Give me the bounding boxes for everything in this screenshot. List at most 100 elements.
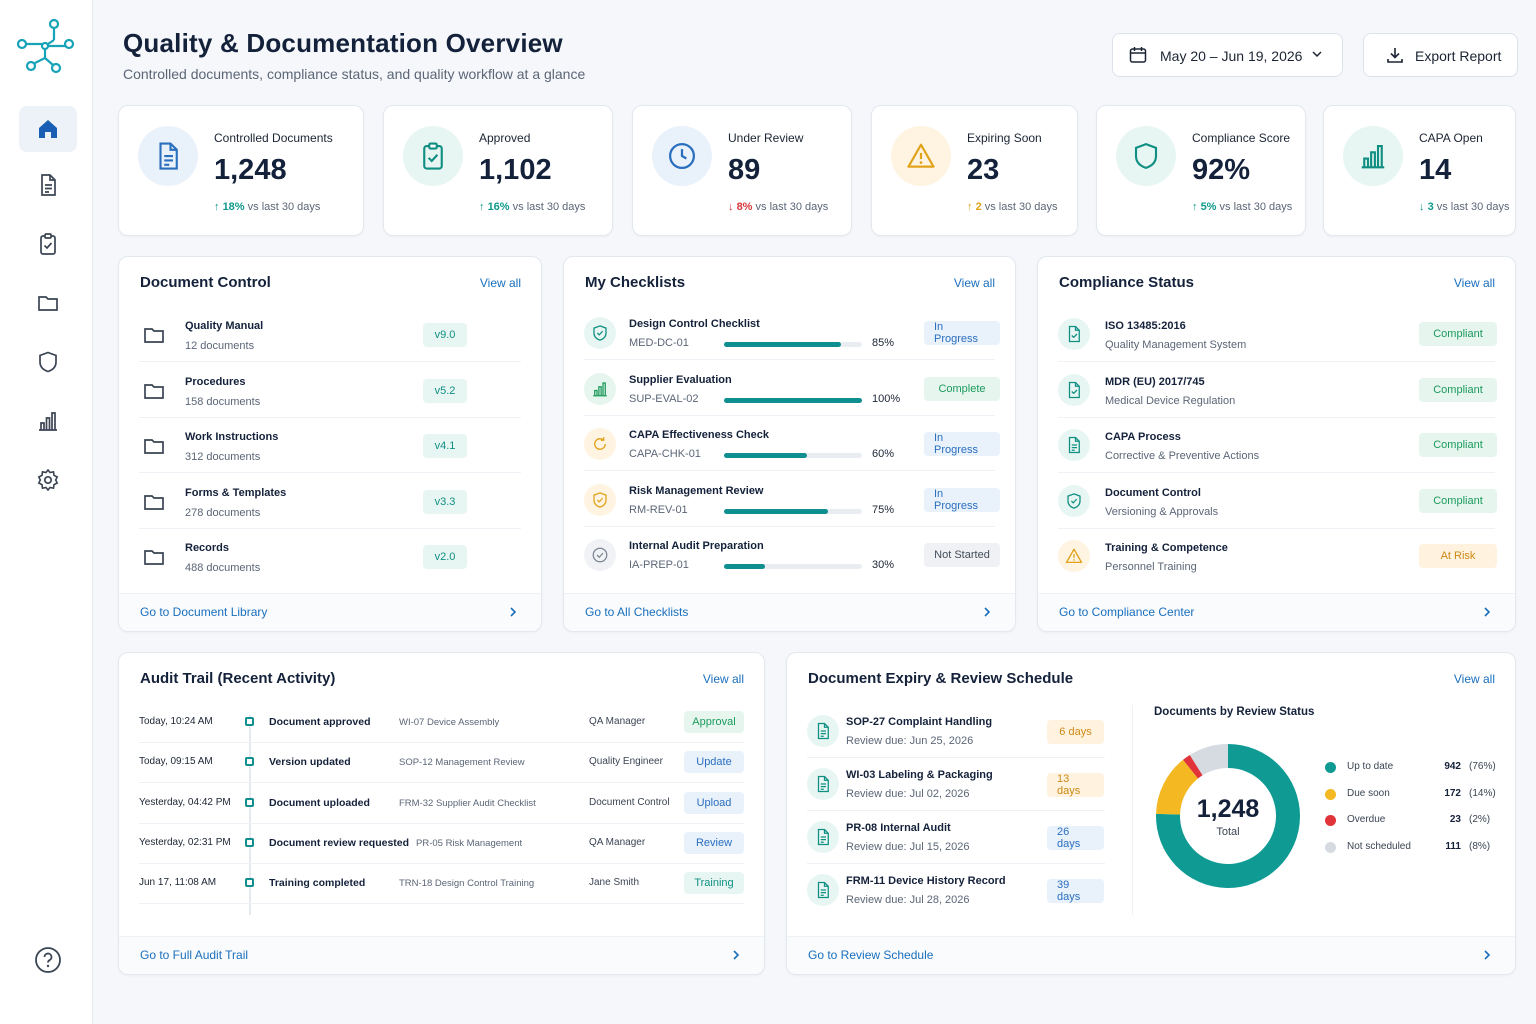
shield-check-icon bbox=[593, 325, 607, 341]
donut-total: 1,248 bbox=[1196, 795, 1260, 823]
document-icon bbox=[1068, 436, 1080, 454]
list-item[interactable]: Records 488 documents v2.0 bbox=[139, 529, 521, 584]
legend-dot bbox=[1325, 841, 1336, 853]
donut-slice-up-to-date[interactable] bbox=[1156, 744, 1300, 888]
kpi-card[interactable]: Under Review 89 ↓ 8% vs last 30 days bbox=[632, 105, 852, 236]
list-item[interactable]: Procedures 158 documents v5.2 bbox=[139, 363, 521, 418]
kpi-card[interactable]: Controlled Documents 1,248 ↑ 18% vs last… bbox=[118, 105, 364, 236]
kpi-delta: 2 bbox=[975, 201, 982, 213]
days-remaining-badge: 6 days bbox=[1047, 720, 1104, 744]
kpi-card[interactable]: CAPA Open 14 ↓ 3 vs last 30 days bbox=[1323, 105, 1516, 236]
checklist-item[interactable]: CAPA Effectiveness Check CAPA-CHK-01 60%… bbox=[584, 416, 1000, 471]
version-badge: v2.0 bbox=[423, 545, 467, 569]
panel-title: Audit Trail (Recent Activity) bbox=[140, 670, 336, 687]
expiry-icon-wrap bbox=[807, 874, 839, 906]
legend-label: Up to date bbox=[1347, 761, 1394, 772]
legend-percent: (76%) bbox=[1469, 761, 1496, 772]
compliance-item[interactable]: MDR (EU) 2017/745 Medical Device Regulat… bbox=[1058, 363, 1497, 418]
list-item[interactable]: Quality Manual 12 documents v9.0 bbox=[139, 307, 521, 362]
nav-item-gear[interactable] bbox=[19, 457, 77, 503]
all-checklists-link[interactable]: Go to All Checklists bbox=[564, 593, 1015, 631]
checklist-icon-wrap bbox=[584, 428, 616, 460]
expiry-item[interactable]: PR-08 Internal Audit Review due: Jul 15,… bbox=[807, 811, 1105, 864]
audit-row[interactable]: Today, 10:24 AM Document approved WI-07 … bbox=[139, 703, 744, 743]
nav-item-document[interactable] bbox=[19, 162, 77, 208]
timeline-line bbox=[249, 715, 251, 915]
folder-name: Quality Manual bbox=[185, 320, 264, 332]
compliance-item[interactable]: ISO 13485:2016 Quality Management System… bbox=[1058, 307, 1497, 362]
audit-row[interactable]: Yesterday, 04:42 PM Document uploaded FR… bbox=[139, 784, 744, 824]
checklist-item[interactable]: Risk Management Review RM-REV-01 75% In … bbox=[584, 472, 1000, 527]
view-all-link[interactable]: View all bbox=[479, 276, 521, 290]
full-audit-trail-link[interactable]: Go to Full Audit Trail bbox=[119, 936, 764, 974]
kpi-trend: ↑ 18% vs last 30 days bbox=[214, 201, 320, 213]
expiry-item[interactable]: FRM-11 Device History Record Review due:… bbox=[807, 864, 1105, 917]
export-report-button[interactable]: Export Report bbox=[1363, 33, 1518, 77]
audit-row[interactable]: Today, 09:15 AM Version updated SOP-12 M… bbox=[139, 743, 744, 784]
progress-percent: 30% bbox=[872, 559, 895, 571]
list-item[interactable]: Forms & Templates 278 documents v3.3 bbox=[139, 474, 521, 529]
kpi-icon bbox=[403, 126, 463, 186]
nav-item-bar-chart[interactable] bbox=[19, 398, 77, 444]
document-library-link[interactable]: Go to Document Library bbox=[119, 593, 541, 631]
kpi-card[interactable]: Compliance Score 92% ↑ 5% vs last 30 day… bbox=[1096, 105, 1306, 236]
view-all-link[interactable]: View all bbox=[1453, 276, 1495, 290]
expiry-item[interactable]: WI-03 Labeling & Packaging Review due: J… bbox=[807, 758, 1105, 811]
checklist-item[interactable]: Supplier Evaluation SUP-EVAL-02 100% Com… bbox=[584, 361, 1000, 416]
donut-slice-not-scheduled[interactable] bbox=[1189, 744, 1228, 776]
compliance-item[interactable]: Document Control Versioning & Approvals … bbox=[1058, 474, 1497, 529]
donut-total-label: Total bbox=[1216, 826, 1240, 838]
folder-name: Procedures bbox=[185, 375, 246, 388]
expiry-document-name: FRM-11 Device History Record bbox=[846, 875, 1006, 887]
kpi-value: 1,102 bbox=[479, 154, 552, 186]
view-all-link[interactable]: View all bbox=[702, 672, 744, 686]
checklists-panel: My Checklists View all Design Control Ch… bbox=[563, 256, 1016, 632]
compliance-item[interactable]: Training & Competence Personnel Training… bbox=[1058, 529, 1497, 584]
legend-percent: (8%) bbox=[1469, 840, 1491, 852]
document-control-panel: Document Control View all Quality Manual… bbox=[118, 256, 542, 632]
nav-item-clipboard-check[interactable] bbox=[19, 221, 77, 267]
kpi-card[interactable]: Approved 1,102 ↑ 16% vs last 30 days bbox=[383, 105, 613, 236]
compliance-icon-wrap bbox=[1058, 540, 1090, 572]
view-all-link[interactable]: View all bbox=[1453, 672, 1495, 686]
legend-percent: (14%) bbox=[1469, 787, 1496, 799]
audit-action: Document review requested bbox=[269, 836, 410, 849]
audit-time: Yesterday, 02:31 PM bbox=[139, 836, 231, 848]
donut-slice-overdue[interactable] bbox=[1183, 754, 1203, 779]
kpi-value: 23 bbox=[967, 154, 1000, 186]
view-all-link[interactable]: View all bbox=[953, 276, 995, 290]
nav-item-shield[interactable] bbox=[19, 339, 77, 385]
trend-arrow-icon: ↑ bbox=[967, 201, 973, 213]
kpi-card[interactable]: Expiring Soon 23 ↑ 2 vs last 30 days bbox=[871, 105, 1078, 236]
download-icon bbox=[1387, 48, 1403, 63]
status-badge: Compliant bbox=[1419, 433, 1497, 457]
chevron-right-icon bbox=[1484, 950, 1491, 960]
legend-item: Due soon 172 (14%) bbox=[1325, 785, 1505, 805]
nav-item-folder[interactable] bbox=[19, 280, 77, 326]
document-check-icon bbox=[1068, 325, 1080, 343]
checklist-code: MED-DC-01 bbox=[629, 337, 689, 349]
donut-slice-due-soon[interactable] bbox=[1156, 759, 1199, 815]
checklist-icon-wrap bbox=[584, 483, 616, 516]
compliance-center-link[interactable]: Go to Compliance Center bbox=[1038, 593, 1515, 631]
list-item[interactable]: Work Instructions 312 documents v4.1 bbox=[139, 418, 521, 473]
review-schedule-link[interactable]: Go to Review Schedule bbox=[787, 936, 1515, 974]
expiry-item[interactable]: SOP-27 Complaint Handling Review due: Ju… bbox=[807, 705, 1105, 758]
audit-row[interactable]: Yesterday, 02:31 PM Document review requ… bbox=[139, 824, 744, 864]
checklist-item[interactable]: Design Control Checklist MED-DC-01 85% I… bbox=[584, 305, 1000, 360]
folder-name: Records bbox=[185, 542, 230, 554]
checklist-item[interactable]: Internal Audit Preparation IA-PREP-01 30… bbox=[584, 527, 1000, 582]
timeline-dot bbox=[245, 797, 254, 807]
compliance-item[interactable]: CAPA Process Corrective & Preventive Act… bbox=[1058, 418, 1497, 473]
audit-row[interactable]: Jun 17, 11:08 AM Training completed TRN-… bbox=[139, 864, 744, 905]
legend-value: 111 bbox=[1445, 840, 1461, 852]
legend-dot bbox=[1325, 788, 1336, 800]
nav-item-home[interactable] bbox=[19, 106, 77, 152]
folder-count: 158 documents bbox=[185, 395, 261, 408]
date-range-picker[interactable]: May 20 – Jun 19, 2026 bbox=[1112, 33, 1343, 77]
folder-count: 278 documents bbox=[185, 506, 261, 519]
legend-dot bbox=[1325, 762, 1336, 773]
document-check-icon bbox=[1068, 381, 1080, 398]
date-range-label: May 20 – Jun 19, 2026 bbox=[1160, 48, 1303, 64]
help-icon[interactable] bbox=[34, 946, 62, 974]
